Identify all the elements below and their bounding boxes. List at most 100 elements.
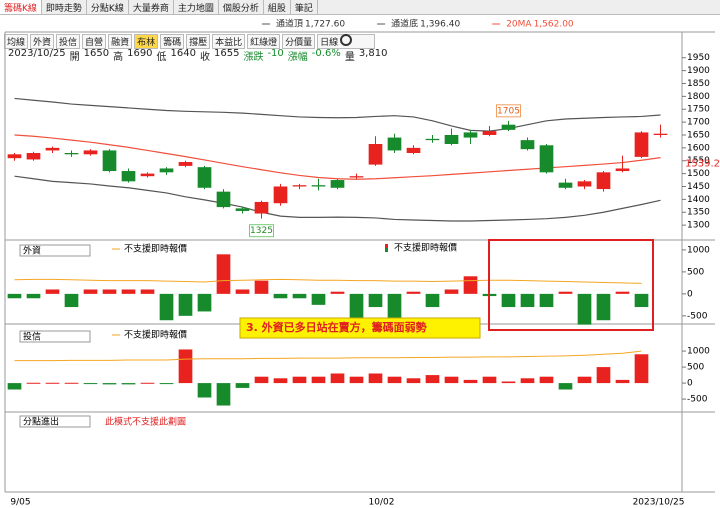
quote-label: 開 [69, 52, 80, 63]
bar [330, 291, 345, 294]
bar [501, 293, 516, 308]
candle-body [330, 180, 345, 188]
tab[interactable]: 籌碼K線 [0, 0, 42, 14]
bar [615, 379, 630, 384]
tab[interactable]: 主力地圖 [174, 0, 219, 14]
bar [520, 378, 535, 384]
toolbar-button[interactable]: 融資 [108, 34, 133, 49]
bar [539, 376, 554, 384]
tab[interactable]: 分點K線 [87, 0, 129, 14]
candle-body [368, 144, 383, 165]
current-price: 1539.2 [685, 159, 720, 170]
candle-body [463, 132, 478, 138]
toolbar-button[interactable]: 分價量 [282, 34, 316, 49]
y-tick-label: 500 [687, 363, 704, 373]
quote-value: 1655 [214, 48, 240, 59]
tab[interactable]: 個股分析 [219, 0, 264, 14]
toolbar-button[interactable]: 籌碼 [160, 34, 185, 49]
bar [520, 293, 535, 308]
panel-label: 分點進出 [23, 416, 59, 428]
tab[interactable]: 即時走勢 [42, 0, 87, 14]
candle-body [235, 208, 250, 211]
panel-label: 外資 [23, 245, 41, 257]
bar [634, 293, 649, 308]
bar [577, 376, 592, 384]
bar [596, 367, 611, 384]
candle-body [444, 134, 459, 144]
toolbar-button[interactable]: 本益比 [212, 34, 246, 49]
bar [197, 293, 212, 312]
candle-body [520, 140, 535, 150]
bar [311, 293, 326, 305]
toolbar: 均線 外資 投信 自營 融資 布林 籌碼 撐壓 本益比 紅綠燈 分價量 日線 [4, 34, 376, 49]
candle-body [7, 154, 22, 159]
bar [463, 276, 478, 294]
quote-label: 漲幅 [287, 52, 308, 63]
settings-icon[interactable] [340, 34, 352, 46]
quote-date: 2023/10/25 [8, 48, 66, 59]
bar [45, 289, 60, 294]
quote-label: 漲跌 [243, 52, 264, 63]
bar [482, 376, 497, 384]
panel-select[interactable] [19, 244, 91, 257]
quote-value: 1650 [83, 48, 110, 59]
bar [425, 375, 440, 384]
bar [634, 354, 649, 384]
panel-select[interactable] [19, 330, 91, 343]
legend-name: 不支援即時報價 [124, 329, 187, 341]
bar [444, 376, 459, 384]
bar [596, 293, 611, 321]
y-tick-label: 1850 [687, 79, 710, 89]
panel-label: 投信 [23, 331, 41, 343]
bar [26, 293, 41, 299]
bar [330, 373, 345, 384]
quote-value: -0.6% [311, 48, 341, 59]
bar [83, 383, 98, 385]
candle-body [558, 182, 573, 188]
y-tick-label: 0 [687, 289, 693, 299]
quote-value: 3,810 [358, 48, 388, 59]
candle-body [501, 124, 516, 130]
price-callout: 1705 [497, 106, 520, 116]
bar [254, 280, 269, 294]
y-tick-label: 1000 [687, 347, 710, 357]
toolbar-button[interactable]: 自營 [82, 34, 107, 49]
tab[interactable]: 大量券商 [129, 0, 174, 14]
y-tick-label: -500 [687, 395, 708, 405]
y-tick-label: 1400 [687, 195, 710, 205]
y-tick-label: 1500 [687, 169, 710, 179]
bar [102, 383, 117, 385]
bar [216, 254, 231, 294]
bar [159, 293, 174, 321]
bar [292, 293, 307, 299]
candle-body [653, 133, 668, 135]
bar [254, 376, 269, 384]
bar [7, 383, 22, 390]
price-callout-box [249, 224, 274, 238]
tab-bar: 籌碼K線 即時走勢 分點K線 大量券商 主力地圖 個股分析 組股 筆記 [0, 0, 720, 15]
toolbar-button[interactable]: 撐壓 [186, 34, 211, 49]
bar [273, 378, 288, 384]
y-tick-label: 1650 [687, 130, 710, 140]
y-tick-label: 1950 [687, 53, 710, 63]
candle-body [273, 186, 288, 204]
toolbar-button[interactable]: 紅綠燈 [247, 34, 281, 49]
toolbar-button[interactable]: 投信 [56, 34, 81, 49]
bar [387, 293, 402, 321]
panel-select[interactable] [19, 415, 91, 428]
price-callout-box [496, 104, 521, 118]
y-tick-label: 0 [687, 379, 693, 389]
bar [444, 289, 459, 294]
toolbar-button[interactable]: 布林 [134, 34, 159, 49]
tab[interactable]: 組股 [264, 0, 291, 14]
toolbar-button[interactable]: 外資 [30, 34, 55, 49]
bar [121, 383, 136, 385]
y-tick-label: 1600 [687, 143, 710, 153]
tab[interactable]: 筆記 [291, 0, 318, 14]
bar [539, 293, 554, 308]
callout-text: 3. 外資已多日站在賣方，籌碼面弱勢 [246, 320, 427, 334]
x-tick-label: 10/02 [369, 498, 395, 508]
bar [501, 381, 516, 384]
panel-message: 此模式不支援此劃圖 [105, 416, 186, 428]
